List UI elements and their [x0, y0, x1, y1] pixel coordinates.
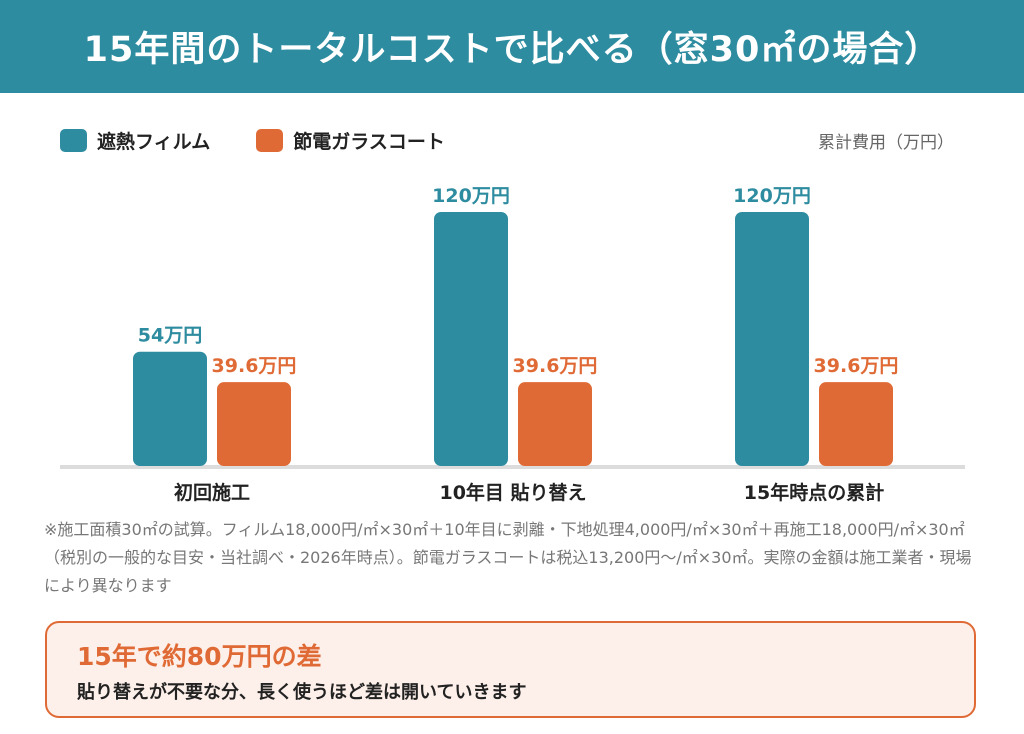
bar-film-0	[133, 351, 207, 466]
bar-glass-coat-2	[819, 382, 893, 466]
chart-legend: 遮熱フィルム 節電ガラスコート	[60, 127, 491, 154]
data-label-film-1: 120万円	[432, 185, 510, 207]
data-label-glass-coat-2: 39.6万円	[814, 355, 899, 377]
legend-item-glass-coat: 節電ガラスコート	[256, 127, 445, 154]
data-label-glass-coat-1: 39.6万円	[513, 355, 598, 377]
callout-title: 15年で約80万円の差	[77, 642, 322, 671]
bar-glass-coat-1	[518, 382, 592, 466]
category-label-2: 15年時点の累計	[744, 481, 884, 504]
category-label-1: 10年目 貼り替え	[439, 481, 586, 504]
page-title: 15年間のトータルコストで比べる（窓30㎡の場合）	[83, 30, 941, 70]
data-label-glass-coat-0: 39.6万円	[212, 355, 297, 377]
bar-film-1	[434, 212, 508, 466]
bar-film-2	[735, 212, 809, 466]
header-banner: 15年間のトータルコストで比べる（窓30㎡の場合）	[0, 0, 1024, 93]
data-label-film-0: 54万円	[138, 325, 202, 347]
summary-callout: 15年で約80万円の差 貼り替えが不要な分、長く使うほど差は開いていきます	[45, 621, 976, 718]
footnote: ※施工面積30㎡の試算。フィルム18,000円/㎡×30㎡＋10年目に剥離・下地…	[44, 520, 972, 595]
legend-label-film: 遮熱フィルム	[97, 131, 211, 153]
legend-label-glass-coat: 節電ガラスコート	[293, 131, 445, 153]
legend-swatch-film	[60, 129, 87, 152]
legend-item-film: 遮熱フィルム	[60, 127, 210, 154]
unit-label: 累計費用（万円）	[818, 133, 954, 153]
callout-body: 貼り替えが不要な分、長く使うほど差は開いていきます	[77, 682, 527, 703]
legend-swatch-glass-coat	[256, 129, 284, 152]
category-label-0: 初回施工	[174, 481, 250, 504]
bar-glass-coat-0	[217, 382, 291, 466]
data-label-film-2: 120万円	[733, 185, 811, 207]
